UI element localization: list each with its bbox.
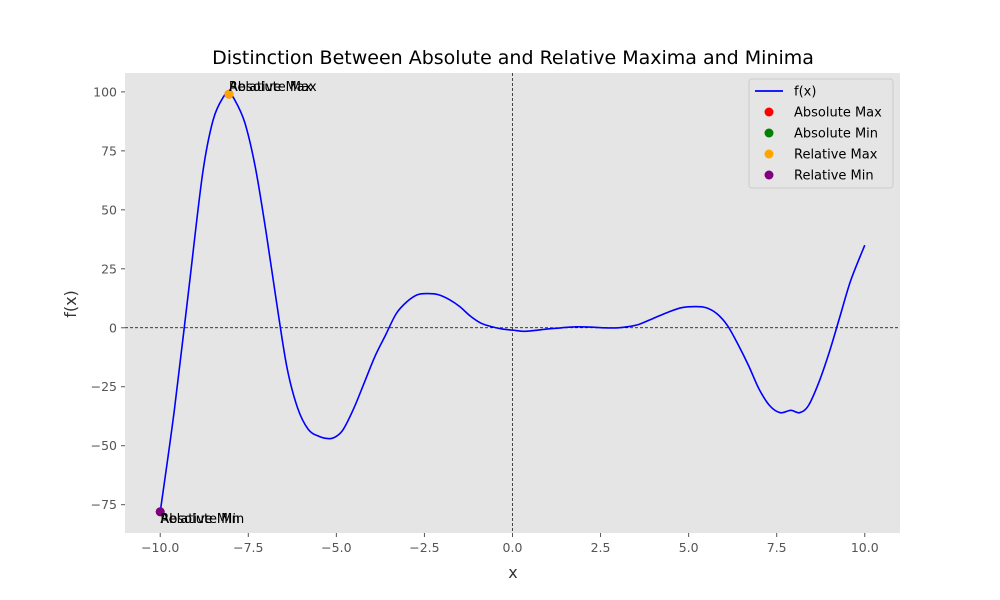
x-tick-label: 10.0 [851,540,879,555]
y-tick-label: 50 [101,202,117,217]
y-tick-label: 25 [101,261,117,276]
reference-lines [125,73,900,533]
axes: −10.0 −7.5 −5.0 −2.5 0.0 2.5 5.0 7.5 10.0 −75 −50 −… [91,84,879,555]
legend-entry: Relative Min [794,169,874,184]
relative-min-point [155,507,165,517]
x-tick-label: 7.5 [767,540,787,555]
legend-marker-swatch [764,149,774,159]
x-tick-label: −5.0 [321,540,351,555]
x-tick-label: −2.5 [409,540,439,555]
annotation-absolute-max: Absolute Max [229,80,317,95]
legend-marker-swatch [764,170,774,180]
series-line [159,92,866,512]
relative-max-point [224,89,234,99]
y-tick-label: −50 [91,438,117,453]
annotation-absolute-min: Absolute Min [160,512,244,527]
markers-layer [155,89,234,517]
annotation-relative-min: Relative Min [160,512,240,527]
legend: f(x) Absolute Max Absolute Min Relative Max… [748,78,894,189]
x-tick-label: 5.0 [679,540,699,555]
x-tick-label: −10.0 [141,540,179,555]
chart-title: Distinction Between Absolute and Relativ… [212,47,814,69]
series-layer [159,92,866,512]
annotation-relative-max: Relative Max [229,80,313,95]
legend-entry: Relative Max [794,148,878,163]
legend-marker-swatch [764,107,774,117]
legend-entry: Absolute Min [794,127,878,142]
y-tick-label: 0 [109,320,117,335]
legend-marker-swatch [764,128,774,138]
y-tick-label: −25 [91,379,117,394]
x-axis-label: x [508,563,517,582]
x-tick-label: 0.0 [503,540,523,555]
y-tick-label: 75 [101,143,117,158]
y-tick-label: −75 [91,497,117,512]
legend-entry: f(x) [794,85,816,100]
x-tick-label: −7.5 [233,540,263,555]
y-tick-label: 100 [93,84,117,99]
legend-entry: Absolute Max [794,106,882,121]
x-tick-label: 2.5 [591,540,611,555]
legend-box [748,78,894,189]
y-axis-label: f(x) [61,290,80,318]
